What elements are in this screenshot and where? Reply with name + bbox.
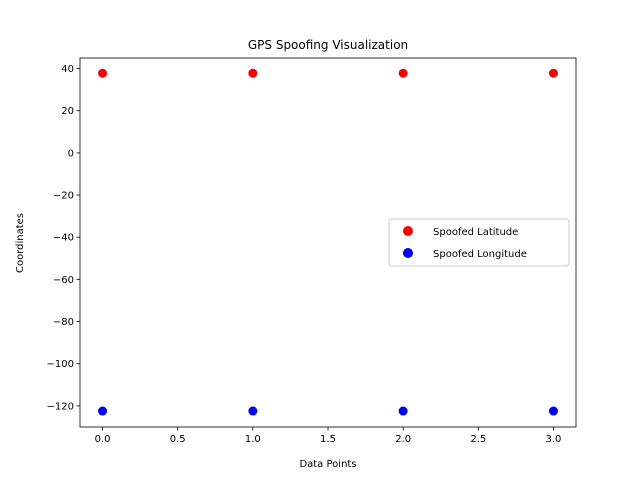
y-tick-label: −80 (53, 317, 74, 328)
y-tick-label: −100 (47, 359, 74, 370)
x-axis-label: Data Points (299, 459, 356, 470)
x-tick-label: 2.0 (395, 434, 411, 445)
x-tick-label: 3.0 (546, 434, 562, 445)
data-point-longitude (248, 406, 258, 416)
legend-box (388, 218, 570, 267)
x-tick-label: 1.5 (320, 434, 336, 445)
x-tick-label: 2.5 (470, 434, 486, 445)
data-point-latitude (548, 68, 558, 78)
y-tick-label: −40 (53, 233, 74, 244)
y-tick-label: −20 (53, 191, 74, 202)
legend: Spoofed Latitude Spoofed Longitude (388, 218, 570, 267)
data-points (98, 68, 558, 416)
legend-label-latitude: Spoofed Latitude (433, 227, 518, 238)
plot-frame (79, 57, 577, 428)
y-tick-label: 40 (61, 64, 74, 75)
y-tick-label: 20 (61, 106, 74, 117)
data-point-latitude (248, 68, 258, 78)
x-tick-label: 0.0 (95, 434, 111, 445)
legend-marker-longitude (403, 248, 413, 258)
chart-title: GPS Spoofing Visualization (248, 38, 408, 52)
data-point-longitude (98, 406, 108, 416)
y-axis-label: Coordinates (15, 213, 26, 273)
data-point-latitude (98, 68, 108, 78)
legend-marker-latitude (403, 226, 413, 236)
y-axis: 40 20 0 −20 −40 −60 −80 −100 −120 (47, 64, 80, 412)
x-tick-label: 0.5 (170, 434, 186, 445)
legend-label-longitude: Spoofed Longitude (433, 249, 527, 260)
y-tick-label: 0 (68, 148, 74, 159)
y-tick-label: −120 (47, 401, 74, 412)
data-point-latitude (398, 68, 408, 78)
y-tick-label: −60 (53, 275, 74, 286)
x-axis: 0.0 0.5 1.0 1.5 2.0 2.5 3.0 (95, 427, 562, 445)
data-point-longitude (548, 406, 558, 416)
data-point-longitude (398, 406, 408, 416)
x-tick-label: 1.0 (245, 434, 261, 445)
